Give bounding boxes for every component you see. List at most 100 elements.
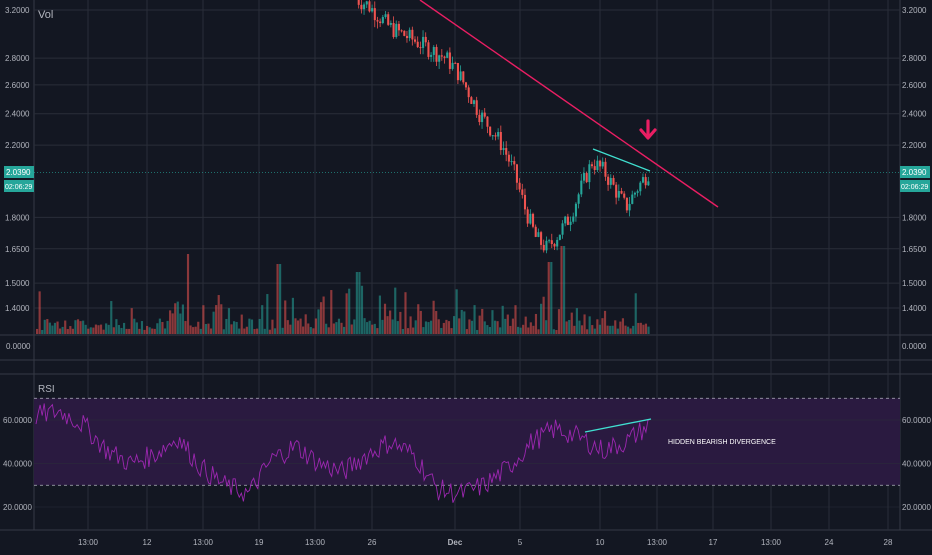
volume-bar [263, 328, 266, 334]
volume-bar [266, 294, 269, 334]
volume-bar [396, 321, 399, 334]
volume-bar [271, 319, 274, 334]
volume-bar [378, 295, 381, 334]
volume-bar [337, 318, 341, 334]
candle-body [462, 71, 465, 83]
volume-bar [235, 321, 238, 334]
candle-body [644, 177, 647, 186]
x-tick-label: 13:00 [647, 538, 668, 547]
x-tick-label: 13:00 [305, 538, 326, 547]
candle-body [491, 135, 494, 137]
candle-body [633, 192, 636, 195]
volume-bar [460, 309, 463, 334]
volume-bar [534, 313, 538, 334]
x-tick-label: 13:00 [193, 538, 214, 547]
volume-bar [458, 318, 461, 334]
volume-bar [514, 305, 517, 334]
price-tick-label-right: 2.6000 [902, 81, 927, 90]
volume-bar [557, 309, 561, 334]
volume-bar [130, 308, 133, 334]
volume-bar [394, 287, 397, 334]
price-tick-label-right: 2.4000 [902, 110, 927, 119]
volume-bar [66, 329, 69, 334]
volume-bar [437, 319, 440, 334]
volume-bar [453, 316, 456, 334]
volume-bar [112, 327, 115, 334]
volume-bar [547, 262, 550, 334]
volume-bar [322, 296, 325, 334]
volume-bar [296, 320, 300, 334]
volume-bar [87, 328, 90, 334]
volume-bar [560, 246, 563, 334]
volume-bar [36, 328, 39, 334]
volume-bar [153, 328, 156, 334]
candle-body [481, 112, 484, 123]
price-tick-label-left: 3.2000 [5, 6, 30, 15]
volume-bar [545, 320, 548, 334]
volume-bar [412, 327, 415, 334]
volume-bar [524, 316, 527, 334]
volume-bar [573, 325, 576, 334]
volume-bar [299, 318, 302, 334]
volume-bar [115, 319, 118, 334]
volume-bar [373, 323, 376, 334]
volume-bar [496, 321, 499, 334]
volume-bar [493, 320, 497, 334]
volume-bar [539, 303, 543, 334]
volume-bar [284, 300, 287, 334]
volume-bar [273, 328, 277, 334]
candle-body [499, 132, 502, 151]
volume-bar [445, 319, 448, 334]
candle-body [389, 23, 392, 25]
volume-bar [199, 328, 202, 334]
volume-bar [409, 316, 412, 334]
volume-zero-left: 0.0000 [6, 342, 31, 351]
candle-body [556, 239, 559, 247]
volume-bar [603, 310, 607, 334]
volume-bar [634, 293, 637, 334]
volume-bar [294, 318, 297, 334]
volume-bar [309, 327, 312, 334]
volume-bar [202, 305, 205, 334]
volume-bar [279, 264, 282, 334]
volume-bar [268, 329, 271, 334]
volume-bar [340, 322, 343, 334]
candle-body [548, 240, 551, 242]
candle-body [414, 39, 417, 42]
candle-body [440, 55, 443, 57]
svg-text:2.0390: 2.0390 [6, 168, 31, 177]
candle-body [373, 8, 376, 21]
volume-bar [343, 326, 346, 334]
price-tick-label-right: 1.8000 [902, 213, 927, 222]
volume-bar [404, 292, 407, 334]
volume-bar [511, 318, 515, 334]
volume-bar [619, 321, 622, 334]
volume-bar [43, 319, 46, 334]
x-tick-label: 5 [518, 538, 523, 547]
rsi-tick-label-right: 20.0000 [902, 503, 931, 512]
volume-bar [611, 325, 614, 334]
price-tick-label-left: 1.4000 [5, 304, 30, 313]
candle-body [620, 191, 623, 194]
volume-bar [624, 325, 627, 334]
volume-bar [71, 328, 74, 334]
volume-bar [232, 321, 236, 334]
volume-bar [212, 311, 215, 334]
candle-body [507, 154, 510, 162]
candle-body [470, 97, 473, 104]
volume-bar [220, 304, 223, 334]
volume-bar [222, 329, 225, 334]
volume-bar [360, 285, 364, 334]
candle-body [464, 82, 468, 88]
volume-bar [289, 324, 292, 334]
volume-bar [644, 323, 648, 334]
last-price-tag-left: 2.0390 02:06:29 [4, 166, 34, 192]
volume-bar [391, 319, 394, 334]
volume-bar [171, 313, 174, 334]
volume-bar [174, 303, 177, 334]
volume-bar [609, 325, 612, 334]
candle-body [553, 244, 556, 247]
volume-bar [125, 328, 128, 334]
candle-body [502, 148, 505, 151]
